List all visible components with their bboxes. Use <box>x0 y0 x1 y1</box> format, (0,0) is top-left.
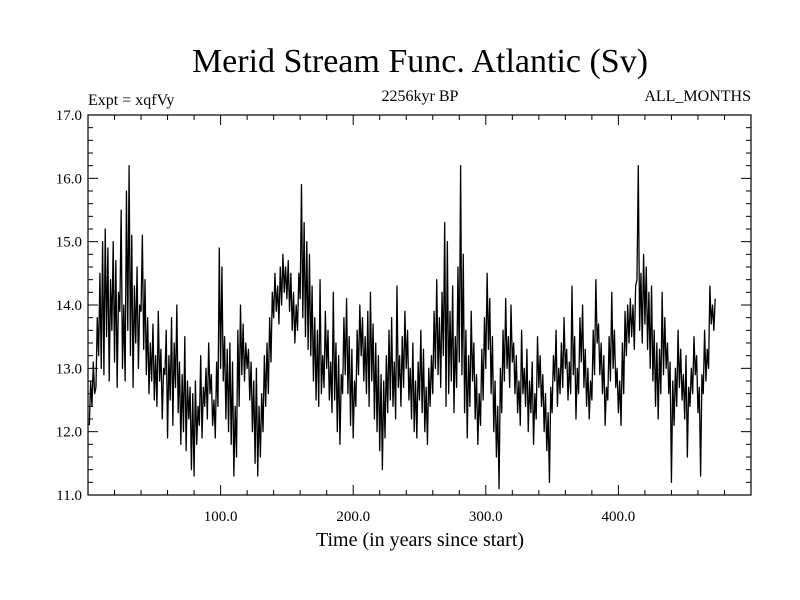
x-axis-label: Time (in years since start) <box>316 529 524 551</box>
subtitle-period: 2256kyr BP <box>382 88 459 105</box>
y-tick-label: 17.0 <box>56 108 82 124</box>
chart-title: Merid Stream Func. Atlantic (Sv) <box>192 43 648 80</box>
x-tick-label: 200.0 <box>336 509 370 525</box>
x-tick-label: 100.0 <box>204 509 238 525</box>
y-tick-labels: 11.0 12.0 13.0 14.0 15.0 16.0 17.0 <box>56 108 82 504</box>
y-tick-label: 12.0 <box>56 425 82 441</box>
x-tick-labels: 100.0 200.0 300.0 400.0 <box>204 509 636 525</box>
x-tick-label: 300.0 <box>469 509 503 525</box>
subtitle-months: ALL_MONTHS <box>644 88 751 105</box>
series-line-0 <box>88 165 716 490</box>
y-tick-label: 15.0 <box>56 235 82 251</box>
y-tick-label: 16.0 <box>56 171 82 187</box>
y-tick-label: 11.0 <box>56 488 82 504</box>
series-layer <box>88 165 716 490</box>
y-tick-label: 13.0 <box>56 361 82 377</box>
subtitle-experiment: Expt = xqfVy <box>88 92 174 109</box>
x-tick-label: 400.0 <box>602 509 636 525</box>
tick-layer <box>87 114 752 496</box>
y-tick-label: 14.0 <box>56 298 82 314</box>
